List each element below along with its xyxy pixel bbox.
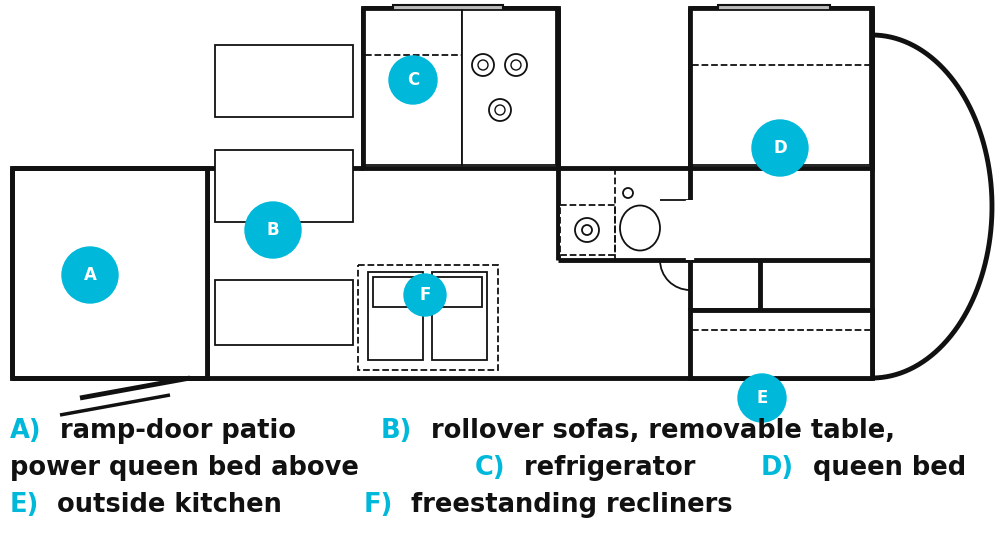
Circle shape — [738, 374, 786, 422]
Bar — [365, 10, 462, 165]
Text: refrigerator: refrigerator — [514, 455, 704, 481]
Bar — [230, 158, 310, 168]
Bar — [560, 205, 615, 255]
Text: B): B) — [381, 418, 412, 444]
Bar — [462, 10, 556, 165]
Bar — [12, 168, 207, 378]
Text: E: E — [756, 389, 768, 407]
Text: outside kitchen: outside kitchen — [48, 492, 291, 518]
Text: F: F — [419, 286, 430, 304]
Text: D: D — [773, 139, 787, 157]
Bar — [393, 5, 503, 13]
Text: C: C — [407, 71, 419, 89]
Circle shape — [511, 60, 521, 70]
Text: freestanding recliners: freestanding recliners — [402, 492, 733, 518]
Bar — [432, 272, 487, 360]
Bar — [215, 280, 353, 345]
Text: queen bed: queen bed — [803, 455, 966, 481]
Circle shape — [623, 188, 633, 198]
Text: ramp-door patio: ramp-door patio — [51, 418, 305, 444]
Bar — [363, 8, 558, 168]
Circle shape — [245, 202, 301, 258]
Text: E): E) — [10, 492, 39, 518]
Text: power queen bed above: power queen bed above — [10, 455, 368, 481]
Text: A: A — [84, 266, 97, 284]
Circle shape — [62, 247, 118, 303]
Bar — [215, 45, 353, 117]
Text: B: B — [267, 221, 279, 239]
Text: A): A) — [10, 418, 41, 444]
Bar — [692, 10, 870, 165]
Circle shape — [752, 120, 808, 176]
Text: F): F) — [364, 492, 393, 518]
Bar — [358, 265, 498, 370]
Bar — [690, 8, 872, 168]
Bar — [373, 277, 418, 307]
Bar — [437, 277, 482, 307]
Bar — [690, 310, 872, 378]
Circle shape — [582, 225, 592, 235]
Circle shape — [389, 56, 437, 104]
Circle shape — [478, 60, 488, 70]
Text: D): D) — [760, 455, 793, 481]
Bar — [718, 5, 830, 13]
Text: C): C) — [475, 455, 505, 481]
Bar — [215, 150, 353, 222]
Circle shape — [404, 274, 446, 316]
Circle shape — [495, 105, 505, 115]
Bar — [368, 272, 423, 360]
Text: rollover sofas, removable table,: rollover sofas, removable table, — [421, 418, 895, 444]
Ellipse shape — [620, 206, 660, 250]
